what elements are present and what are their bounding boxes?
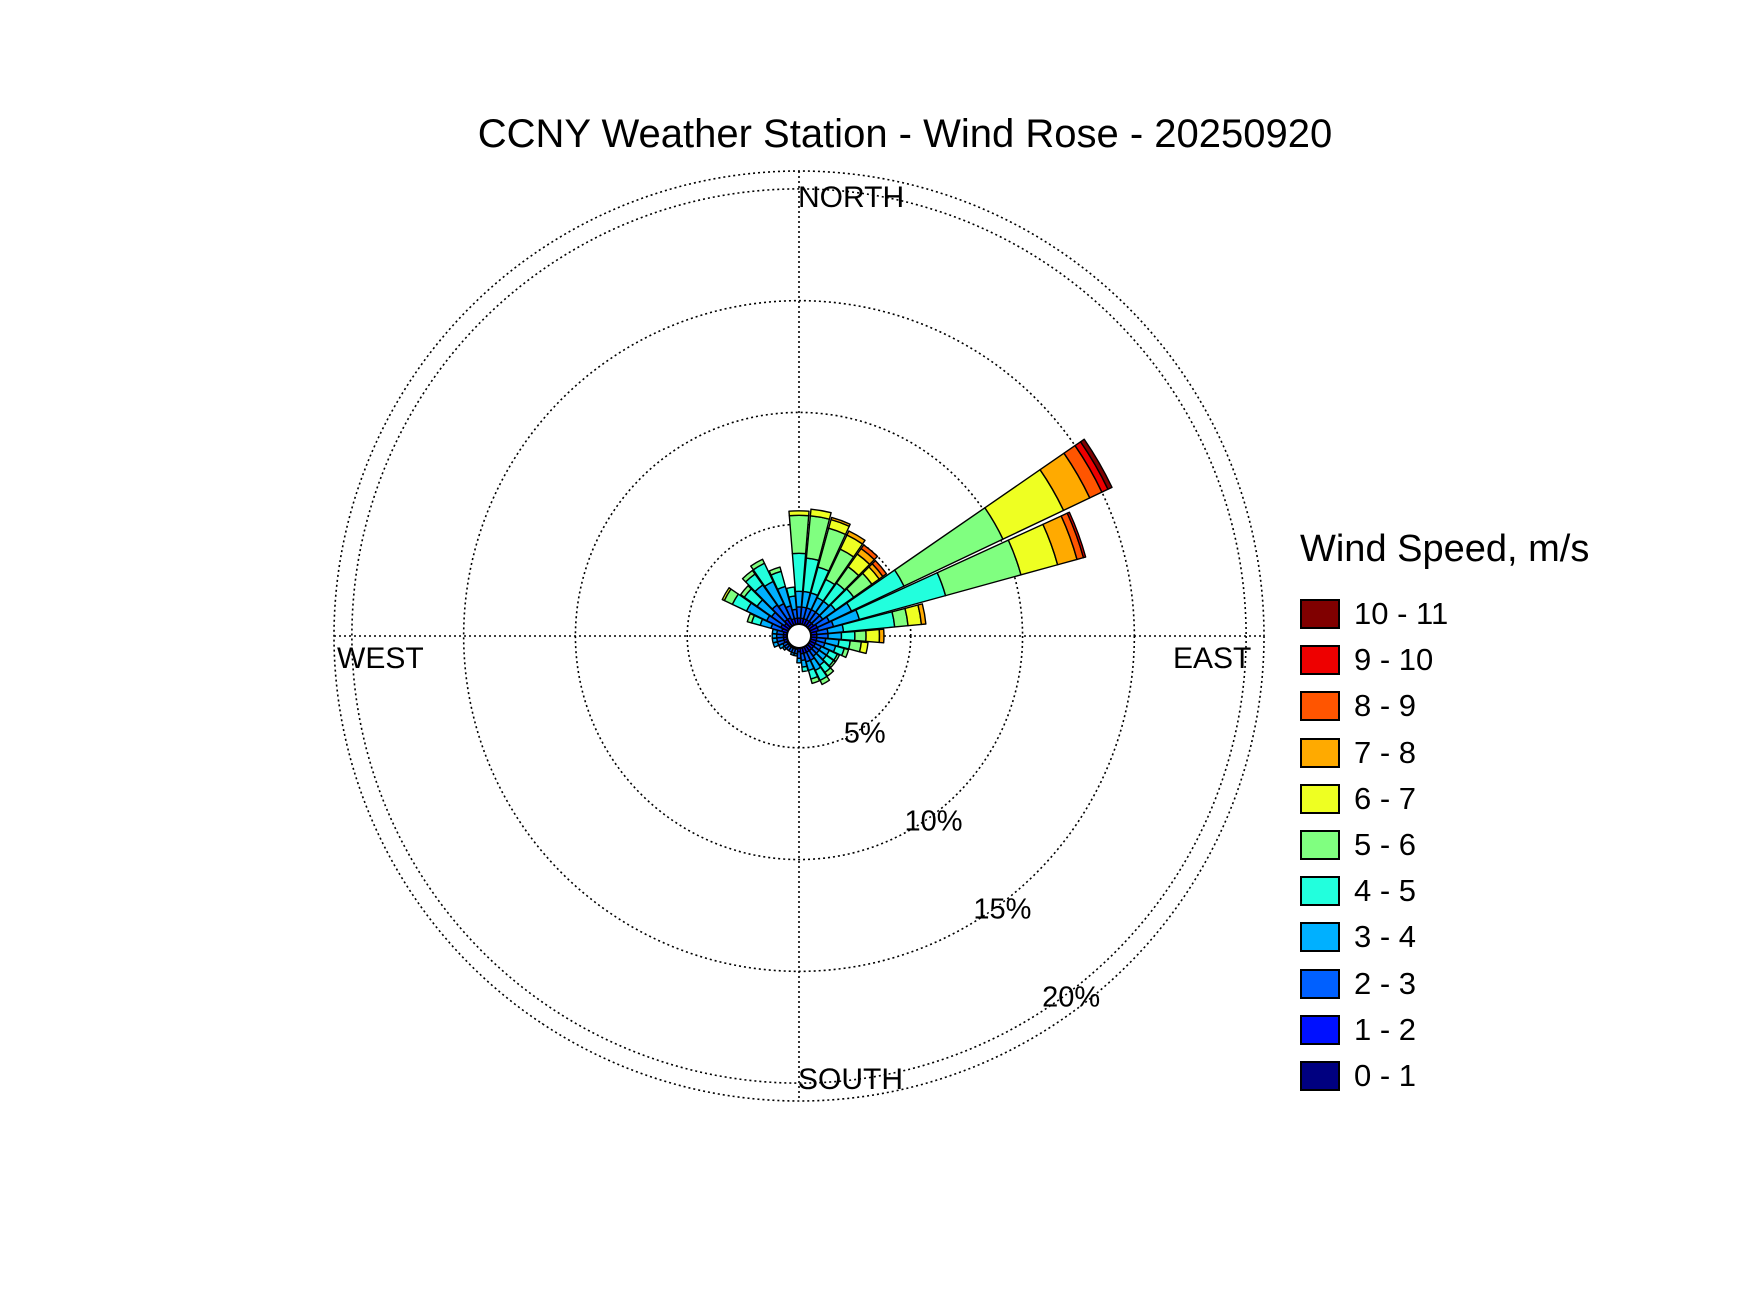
grid-circle-20 <box>351 188 1247 1084</box>
legend-swatch <box>1300 1014 1340 1045</box>
legend-label: 9 - 10 <box>1354 642 1434 678</box>
rose-bar-100-bin-6 <box>858 641 869 655</box>
legend-swatch <box>1300 645 1340 676</box>
rose-bar-90-bin-4 <box>840 630 856 642</box>
radial-tick-labels: 5% 10% 15% 20% <box>844 717 1100 1013</box>
legend-item: 9 - 10 <box>1300 637 1589 683</box>
legend-swatch <box>1300 599 1340 630</box>
radial-tick-label-15: 15% <box>973 894 1031 926</box>
rose-bar-180-bin-3 <box>796 657 802 664</box>
west-label: WEST <box>337 642 424 675</box>
rose-bar-350-bin-4 <box>785 586 796 598</box>
legend-swatch <box>1300 968 1340 999</box>
legend-item: 8 - 9 <box>1300 683 1589 729</box>
legend-item: 4 - 5 <box>1300 868 1589 914</box>
rose-bar-320-bin-5 <box>741 569 756 583</box>
rose-bar-300-bin-6 <box>721 587 732 602</box>
legend-label: 6 - 7 <box>1354 780 1417 816</box>
legend-swatch <box>1300 737 1340 768</box>
legend-swatch <box>1300 830 1340 861</box>
legend-label: 5 - 6 <box>1354 827 1417 863</box>
east-label: EAST <box>1173 642 1252 675</box>
legend-label: 0 - 1 <box>1354 1057 1417 1093</box>
legend-label: 8 - 9 <box>1354 688 1417 724</box>
rose-bar-10-bin-6 <box>809 508 832 520</box>
rose-bar-30-bin-7 <box>846 530 866 545</box>
legend-swatch <box>1300 922 1340 953</box>
legend-items: 10 - 11 9 - 10 8 - 9 7 - 8 6 - 7 5 - 6 4 - 5 3 … <box>1300 591 1589 1099</box>
legend-swatch <box>1300 876 1340 907</box>
rose-bar-50-bin-8 <box>871 559 888 578</box>
legend-label: 10 - 11 <box>1354 596 1449 632</box>
legend: Wind Speed, m/s 10 - 11 9 - 10 8 - 9 7 - 8 6… <box>1300 528 1589 1099</box>
legend-swatch <box>1300 691 1340 722</box>
legend-swatch <box>1300 783 1340 814</box>
rose-bar-90-bin-5 <box>854 629 867 643</box>
legend-label: 7 - 8 <box>1354 734 1417 770</box>
rose-bar-170-bin-4 <box>801 665 809 673</box>
rose-bar-110-bin-5 <box>840 647 850 659</box>
legend-item: 5 - 6 <box>1300 822 1589 868</box>
rose-bar-200-bin-3 <box>789 651 795 657</box>
legend-swatch <box>1300 1060 1340 1091</box>
rose-bar-330-bin-5 <box>750 558 766 571</box>
legend-item: 1 - 2 <box>1300 1007 1589 1053</box>
legend-label: 3 - 4 <box>1354 919 1417 955</box>
rose-bar-340-bin-5 <box>768 566 782 576</box>
wind-rose-bars <box>721 438 1113 686</box>
legend-item: 6 - 7 <box>1300 776 1589 822</box>
radial-tick-label-10: 10% <box>905 805 963 837</box>
legend-item: 0 - 1 <box>1300 1053 1589 1099</box>
legend-item: 10 - 11 <box>1300 591 1589 637</box>
rose-bar-70-bin-9 <box>1066 511 1087 559</box>
rose-bar-90-bin-7 <box>878 628 885 644</box>
legend-item: 3 - 4 <box>1300 914 1589 960</box>
legend-item: 7 - 8 <box>1300 730 1589 776</box>
rose-bar-310-bin-5 <box>739 585 752 598</box>
south-label: SOUTH <box>798 1063 903 1096</box>
rose-bar-260-bin-3 <box>771 637 779 644</box>
center-hole <box>786 623 812 649</box>
chart-title: CCNY Weather Station - Wind Rose - 20250… <box>477 112 1333 156</box>
north-label: NORTH <box>798 181 905 214</box>
rose-bar-60-bin-10 <box>1079 438 1113 490</box>
grid-circle-10 <box>574 411 1024 861</box>
rose-bar-0-bin-5 <box>788 514 810 555</box>
legend-title: Wind Speed, m/s <box>1300 528 1590 570</box>
rose-bar-290-bin-5 <box>746 612 755 624</box>
legend-item: 2 - 3 <box>1300 961 1589 1007</box>
radial-tick-label-20: 20% <box>1042 982 1100 1014</box>
radial-tick-label-5: 5% <box>844 717 886 749</box>
rose-bar-0-bin-6 <box>788 510 810 517</box>
rose-bar-90-bin-6 <box>865 628 881 644</box>
legend-label: 4 - 5 <box>1354 873 1417 909</box>
rose-bar-80-bin-7 <box>917 603 927 626</box>
rose-bar-160-bin-5 <box>810 675 821 685</box>
rose-bar-40-bin-8 <box>860 544 879 561</box>
rose-bar-150-bin-5 <box>819 675 831 686</box>
legend-label: 1 - 2 <box>1354 1011 1417 1047</box>
legend-label: 2 - 3 <box>1354 965 1417 1001</box>
rose-bar-20-bin-7 <box>830 516 851 527</box>
